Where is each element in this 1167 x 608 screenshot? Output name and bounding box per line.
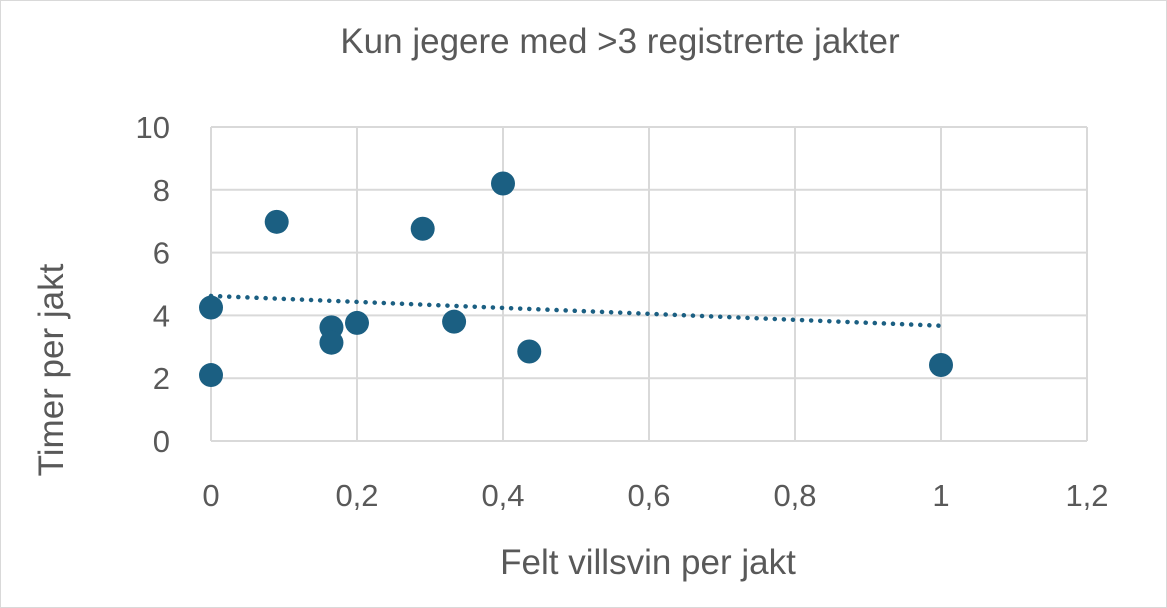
gridlines [211,126,1088,441]
chart-title: Kun jegere med >3 registrerte jakter [340,22,900,61]
y-tick-label: 4 [153,298,170,333]
y-tick-label: 10 [136,110,170,145]
x-tick-label: 0,4 [481,478,524,513]
data-point [442,309,467,334]
y-tick-labels: 0 2 4 6 8 10 [136,110,170,459]
data-point [929,353,953,378]
y-tick-label: 8 [153,173,170,208]
x-tick-labels: 0 0,2 0,4 0,6 0,8 1 1,2 [202,478,1108,513]
x-tick-label: 0,6 [627,478,670,513]
x-tick-label: 0,8 [773,478,816,513]
data-point [491,171,515,196]
data-point [264,209,289,234]
x-tick-label: 1 [932,478,949,513]
axes [210,127,1087,442]
x-tick-label: 0,2 [335,478,378,513]
data-point [199,363,223,388]
y-tick-label: 2 [153,361,170,396]
y-tick-label: 6 [153,236,170,271]
data-point [345,310,369,335]
data-point [410,216,435,241]
data-points [199,171,953,388]
x-axis-title: Felt villsvin per jakt [500,543,796,582]
trendline [208,293,944,329]
x-tick-label: 1,2 [1065,478,1108,513]
data-point [517,339,542,364]
data-point [319,330,344,355]
trendline-group [208,293,944,329]
data-point [199,295,223,320]
y-tick-label: 0 [153,424,170,459]
x-tick-label: 0 [202,478,219,513]
y-axis-title: Timer per jakt [32,263,71,476]
